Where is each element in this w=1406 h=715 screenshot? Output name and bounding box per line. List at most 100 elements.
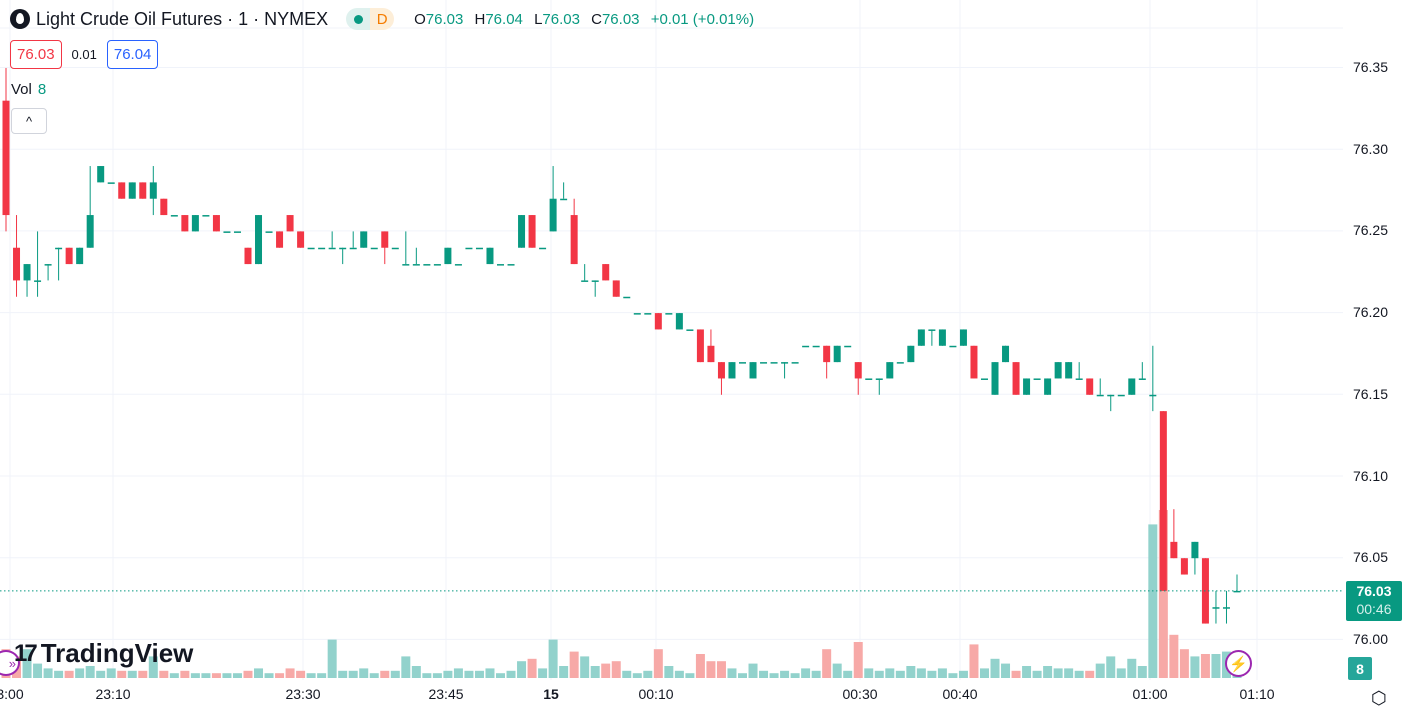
candle-body [265,231,273,233]
candle-body [1233,590,1241,593]
candle-body [560,198,568,201]
volume-bar [1169,634,1179,678]
volume-bar [948,673,958,678]
candle-body [791,362,799,364]
candle-body [665,313,673,315]
lightning-icon[interactable]: ⚡ [1225,650,1252,677]
collapse-legend-button[interactable]: ^ [11,108,47,134]
candle-body [1023,378,1031,395]
volume-bar [748,663,758,678]
volume-legend[interactable]: Vol 8 [11,81,47,98]
volume-bar [148,656,158,678]
volume-bar [254,668,264,678]
candle-body [949,345,957,348]
volume-bar [1064,668,1074,678]
sell-button[interactable]: 76.03 [10,40,62,69]
delayed-badge: D [370,8,395,30]
candle-body [717,362,725,379]
price-tick-label: 76.20 [1352,304,1388,321]
candle-body [244,247,252,265]
volume-bar [979,668,989,678]
volume-bar [474,670,484,678]
session-badge[interactable]: D [346,8,395,30]
volume-bar [106,668,116,678]
market-open-dot-icon [346,8,371,30]
candle-body [181,215,189,232]
volume-bar [759,670,769,678]
last-price-label: 76.03 00:46 [1346,581,1402,621]
time-tick-label: 23:30 [285,686,321,702]
candle-body [507,264,515,266]
candle-body [675,313,683,330]
volume-bar [401,656,411,678]
volume-bar [54,670,64,678]
buy-button[interactable]: 76.04 [106,40,159,69]
candle-body [307,247,315,250]
candle-body [623,296,631,299]
candle-body [328,247,336,250]
volume-bar [211,673,221,678]
candle-body [349,247,357,250]
symbol-title[interactable]: Light Crude Oil Futures · 1 · NYMEX [36,8,329,29]
settings-hexagon-icon[interactable]: ⬡ [1371,688,1387,708]
volume-bar [485,668,495,678]
candle-body [13,247,21,281]
volume-bar [653,649,663,678]
volume-bar [811,670,821,678]
volume-bar [138,670,148,678]
candle-body [1002,345,1010,363]
candle-body [802,345,810,348]
volume-bar [232,673,242,678]
time-tick-label: 15 [543,686,559,702]
volume-bar [127,670,137,678]
open-value: 76.03 [425,10,464,28]
candle-body [1128,378,1136,395]
symbol-header: Light Crude Oil Futures · 1 · NYMEX D O7… [10,8,754,30]
candle-body [633,313,641,315]
candle-body [149,182,157,199]
candle-body [875,378,883,380]
candle-body [202,215,210,217]
volume-bar [1074,670,1084,678]
volume-bar [674,670,684,678]
volume-bar [559,666,569,678]
volume-bar [632,673,642,678]
volume-bar [348,670,358,678]
price-tick-label: 76.35 [1352,59,1388,75]
volume-bar [538,668,548,678]
tradingview-logo[interactable]: 17 TradingView [14,638,194,668]
candle-body [833,345,841,363]
candle-body [991,362,999,395]
volume-bar [1158,510,1168,678]
candle-body [339,247,347,250]
candle-body [34,280,42,282]
candle-body [728,362,736,379]
candle-body [381,231,389,248]
scroll-arrows-icon[interactable]: » [0,650,20,676]
volume-bar [285,668,295,678]
candle-body [1096,394,1104,397]
volume-bar [1011,670,1021,678]
spread-value: 0.01 [71,47,97,62]
volume-bar [159,670,169,678]
volume-bar [727,668,737,678]
candle-body [886,362,894,379]
volume-bar [611,661,621,678]
candle-body [917,329,925,346]
volume-bar [222,673,232,678]
candle-body [1012,362,1020,395]
candle-body [1065,362,1073,379]
volume-bar [790,673,800,678]
low-value: 76.03 [542,10,580,28]
close-value: 76.03 [601,10,640,28]
candle-body [191,215,199,232]
volume-bar [117,670,127,678]
candle-body [370,247,378,250]
candle-body [980,378,988,380]
volume-bar [601,663,611,678]
time-tick-label: 00:30 [842,686,878,702]
candle-body [749,362,757,379]
volume-bar [716,661,726,678]
volume-bar [359,668,369,678]
